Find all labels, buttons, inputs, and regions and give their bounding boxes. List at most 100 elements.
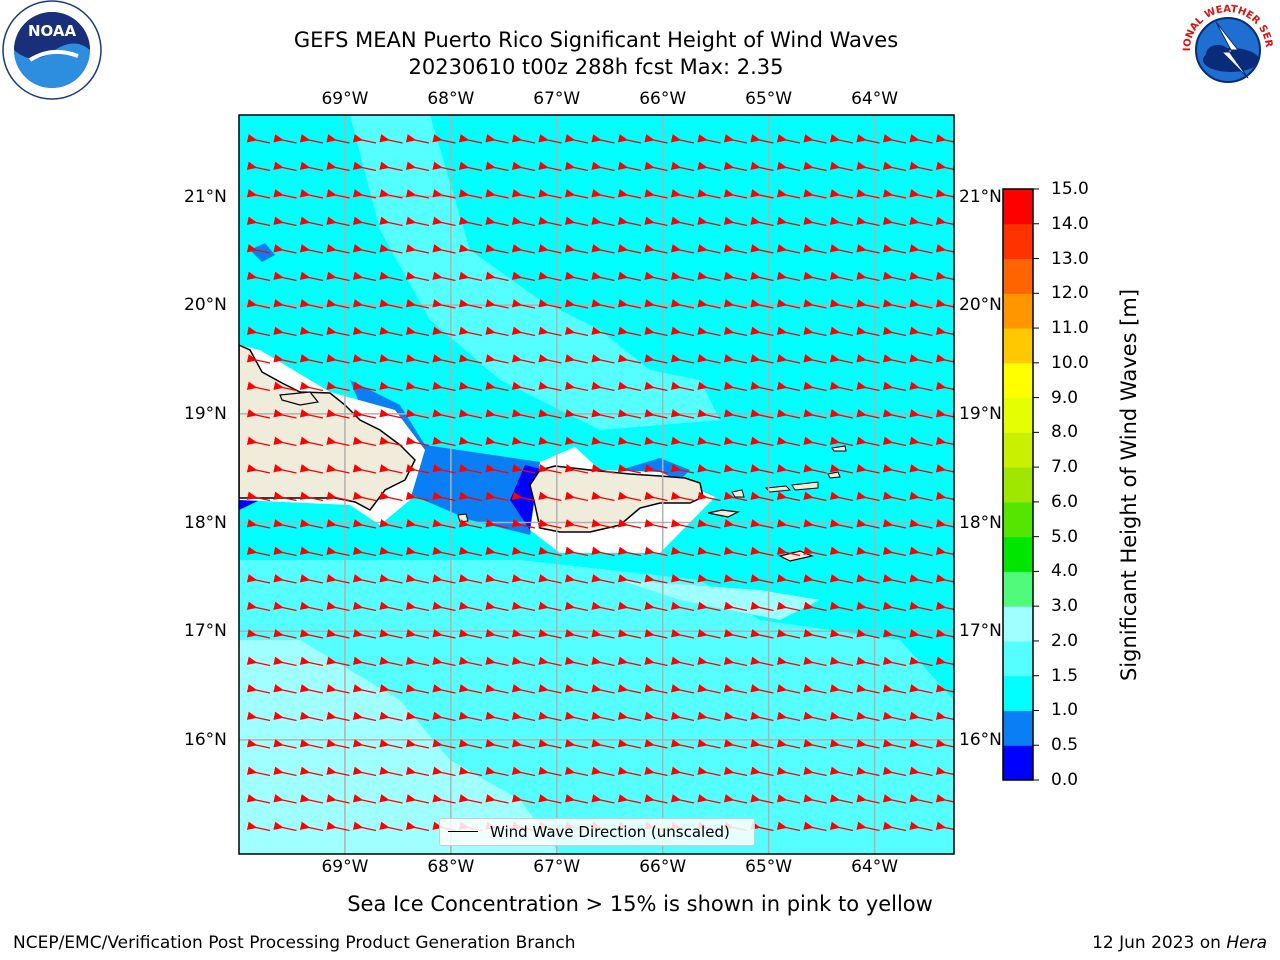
wind-wave-arrow: [538, 436, 562, 447]
wind-wave-arrow: [485, 574, 509, 584]
wind-wave-arrow: [750, 601, 774, 612]
wind-wave-arrow: [591, 519, 615, 529]
wind-wave-arrow: [538, 326, 562, 337]
wind-wave-arrow: [405, 546, 430, 557]
wind-wave-arrow: [617, 546, 642, 557]
wind-wave-arrow: [246, 161, 271, 172]
wind-wave-arrow: [909, 629, 933, 639]
wind-wave-arrow: [246, 656, 271, 667]
colorbar-bin: [1003, 640, 1033, 677]
wind-wave-arrow: [538, 299, 562, 309]
colorbar-bin: [1003, 467, 1033, 503]
wind-wave-arrow: [564, 436, 589, 447]
wind-wave-arrow: [750, 216, 774, 227]
wind-wave-arrow: [564, 794, 589, 804]
wind-wave-arrow: [617, 711, 642, 722]
wind-wave-arrow: [273, 546, 297, 557]
wind-wave-arrow: [564, 326, 589, 337]
wind-wave-arrow: [882, 519, 907, 529]
wind-wave-arrow: [670, 381, 695, 392]
wind-wave-arrow: [538, 629, 562, 639]
wind-wave-arrow: [935, 546, 954, 556]
wind-wave-arrow: [617, 519, 642, 529]
wind-wave-arrow: [458, 739, 483, 749]
wind-wave-arrow: [697, 161, 721, 172]
wind-wave-arrow: [299, 161, 324, 172]
wind-wave-arrow: [882, 409, 907, 419]
wind-wave-arrow: [273, 326, 297, 337]
wind-wave-arrow: [538, 574, 562, 584]
colorbar-tick-label: 8.0: [1051, 422, 1079, 443]
wind-wave-arrow: [697, 546, 721, 557]
wind-wave-arrow: [644, 766, 668, 777]
wind-wave-arrow: [405, 299, 430, 309]
wind-wave-arrow: [723, 711, 748, 722]
wind-wave-arrow: [432, 271, 456, 282]
wind-wave-arrow: [432, 794, 456, 804]
wind-wave-arrow: [538, 684, 562, 694]
colorbar-tick-label: 6.0: [1051, 491, 1079, 512]
wind-wave-arrow: [379, 381, 403, 392]
wind-wave-arrow: [644, 739, 668, 749]
wind-wave-arrow: [326, 326, 350, 337]
wind-wave-arrow: [829, 464, 854, 474]
wind-wave-arrow: [458, 629, 483, 639]
wind-wave-arrow: [776, 821, 801, 832]
wind-wave-arrow: [750, 739, 774, 749]
wind-wave-arrow: [538, 711, 562, 722]
wind-wave-arrow: [829, 436, 854, 447]
wind-wave-arrow: [670, 794, 695, 804]
wind-wave-arrow: [617, 464, 642, 474]
wind-wave-arrow: [273, 216, 297, 227]
wind-wave-arrow: [803, 656, 827, 667]
colorbar-frame: [1002, 188, 1034, 781]
wind-wave-arrow: [458, 244, 483, 254]
wind-wave-arrow: [856, 739, 880, 749]
wind-wave-arrow: [909, 821, 933, 832]
wind-wave-arrow: [246, 519, 271, 529]
wind-wave-arrow: [564, 409, 589, 419]
wind-wave-arrow: [432, 381, 456, 392]
wind-wave-arrow: [379, 546, 403, 557]
map-frame: [238, 114, 955, 855]
wind-wave-arrow: [564, 299, 589, 309]
wind-wave-arrow: [856, 161, 880, 172]
wind-wave-arrow: [458, 326, 483, 337]
wind-wave-arrow: [485, 244, 509, 254]
wind-wave-arrow: [882, 271, 907, 282]
wind-wave-arrow: [829, 794, 854, 804]
colorbar-bin: [1003, 362, 1033, 399]
wind-wave-arrow: [829, 134, 854, 144]
wind-wave-arrow: [246, 546, 271, 557]
wind-wave-arrow: [405, 436, 430, 447]
wind-wave-arrow: [882, 326, 907, 337]
wind-wave-arrow: [352, 189, 377, 199]
wind-wave-arrow: [909, 134, 933, 144]
wind-wave-arrow: [299, 464, 324, 474]
legend: Wind Wave Direction (unscaled): [439, 818, 755, 846]
wind-wave-arrow: [273, 134, 297, 144]
wind-wave-arrow: [803, 244, 827, 254]
wind-wave-arrow: [326, 134, 350, 144]
wind-wave-arrow: [352, 326, 377, 337]
colorbar-bin: [1003, 606, 1033, 642]
wind-wave-arrow: [432, 739, 456, 749]
lat-label-right: 17°N: [959, 621, 1002, 642]
wind-wave-arrow: [591, 491, 615, 502]
colorbar: [1002, 188, 1039, 781]
wind-wave-arrow: [856, 216, 880, 227]
wind-wave-arrow: [246, 436, 271, 447]
wind-wave-arrow: [326, 766, 350, 777]
wind-wave-arrow: [458, 216, 483, 227]
wind-wave-arrow: [750, 491, 774, 502]
wind-wave-arrow: [882, 629, 907, 639]
colorbar-label: Significant Height of Wind Waves [m]: [1117, 288, 1141, 682]
wind-wave-arrow: [829, 216, 854, 227]
wind-wave-arrow: [352, 821, 377, 832]
wind-wave-arrow: [750, 766, 774, 777]
wind-wave-arrow: [458, 546, 483, 557]
wind-wave-arrow: [617, 216, 642, 227]
wind-wave-arrow: [723, 161, 748, 172]
wind-wave-arrow: [909, 491, 933, 502]
wind-wave-arrow: [723, 574, 748, 584]
